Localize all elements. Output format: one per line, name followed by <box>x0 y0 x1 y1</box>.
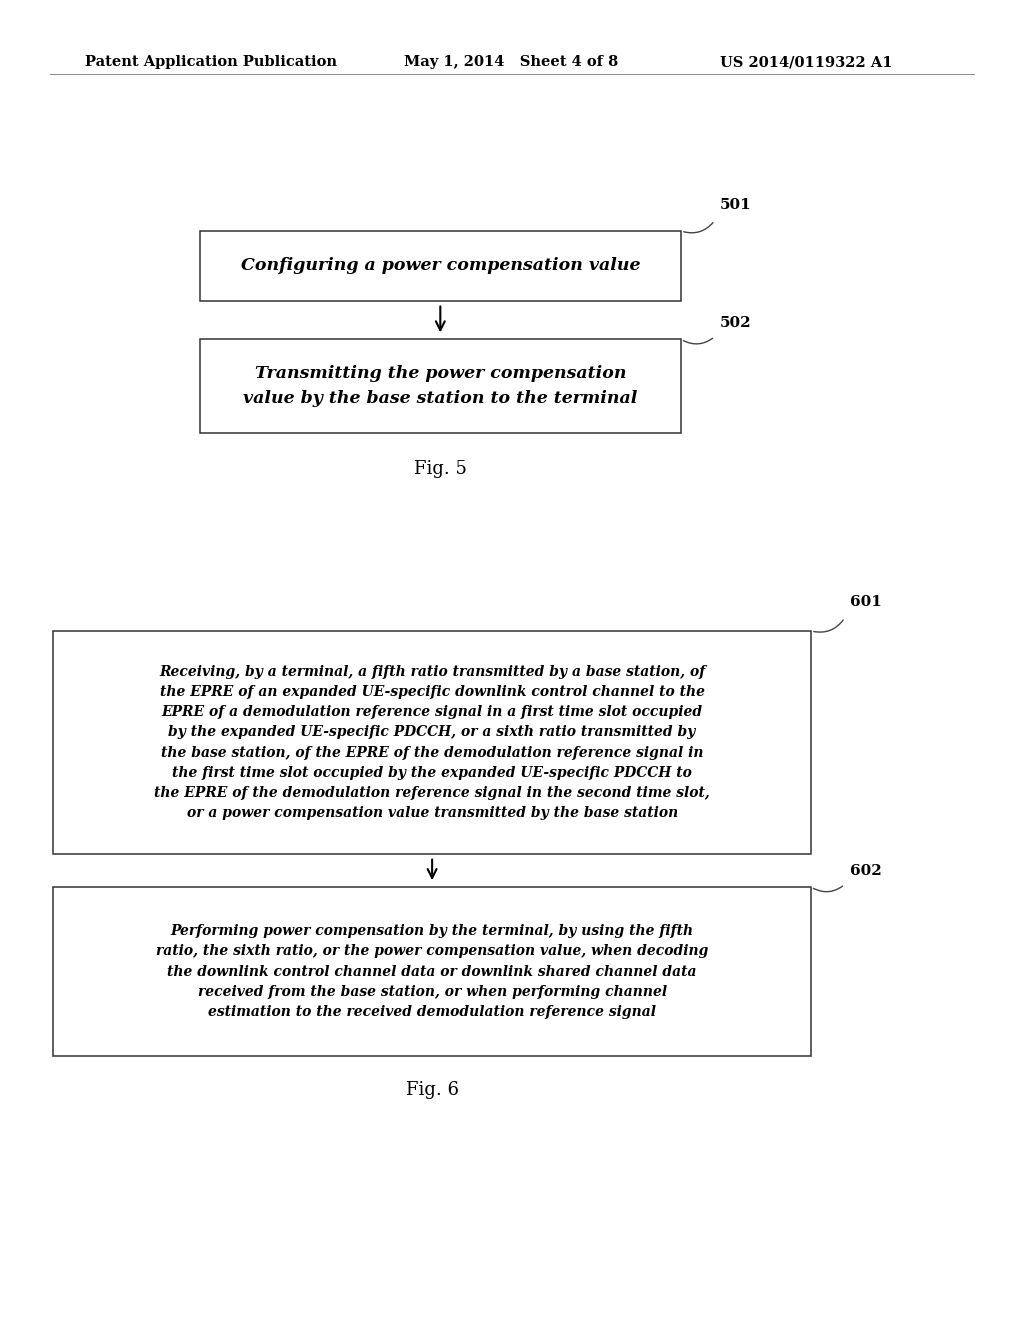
Bar <box>53 887 811 1056</box>
Text: Patent Application Publication: Patent Application Publication <box>85 55 337 69</box>
Text: 501: 501 <box>720 198 752 211</box>
Text: Configuring a power compensation value: Configuring a power compensation value <box>241 257 640 275</box>
Text: Fig. 6: Fig. 6 <box>406 1081 459 1100</box>
Text: Receiving, by a terminal, a fifth ratio transmitted by a base station, of
the EP: Receiving, by a terminal, a fifth ratio … <box>155 665 710 820</box>
Text: May 1, 2014   Sheet 4 of 8: May 1, 2014 Sheet 4 of 8 <box>404 55 618 69</box>
Text: 602: 602 <box>850 865 882 878</box>
Text: Fig. 5: Fig. 5 <box>414 459 467 478</box>
Text: 601: 601 <box>850 595 882 609</box>
Bar <box>200 231 681 301</box>
Bar <box>200 339 681 433</box>
Bar <box>53 631 811 854</box>
Text: US 2014/0119322 A1: US 2014/0119322 A1 <box>720 55 892 69</box>
Text: 502: 502 <box>720 317 752 330</box>
Text: Transmitting the power compensation
value by the base station to the terminal: Transmitting the power compensation valu… <box>243 366 638 407</box>
Text: Performing power compensation by the terminal, by using the fifth
ratio, the six: Performing power compensation by the ter… <box>156 924 709 1019</box>
